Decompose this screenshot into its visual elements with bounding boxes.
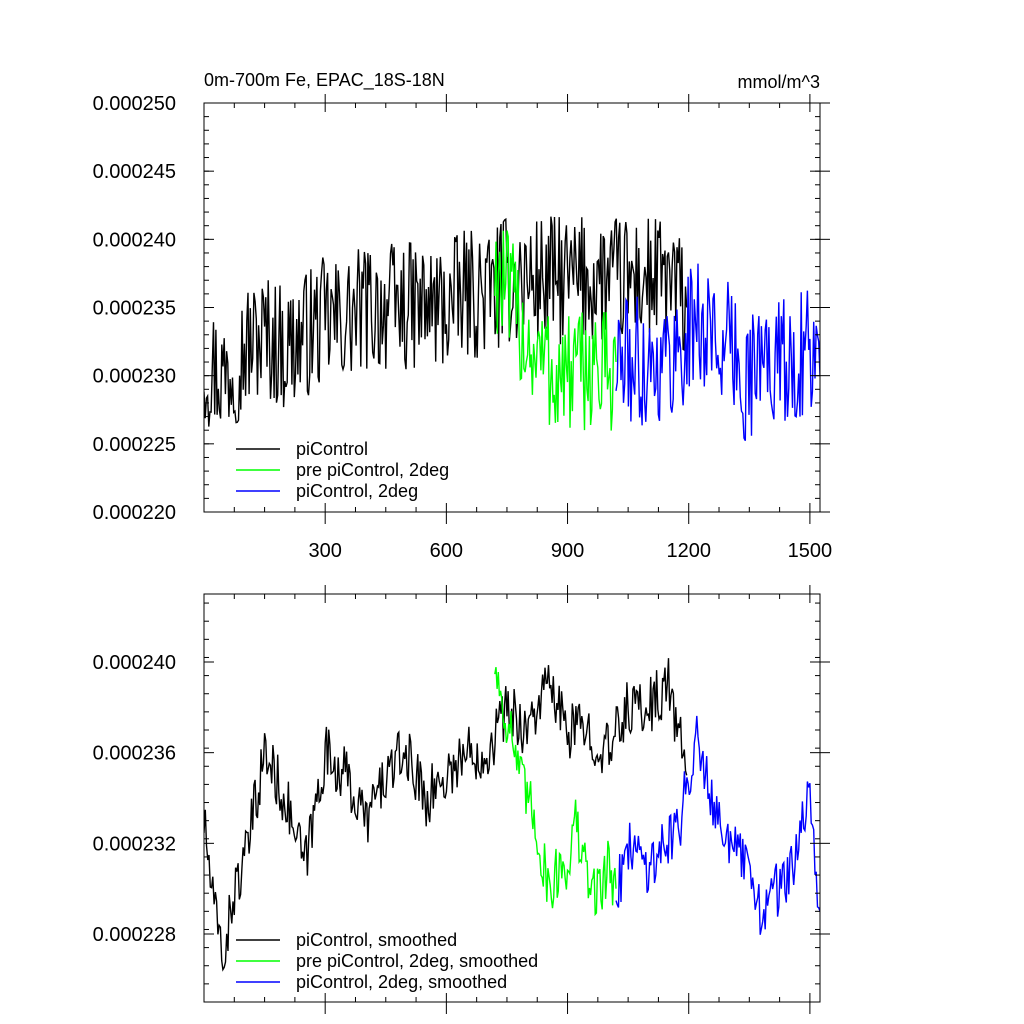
series-line-2	[615, 263, 820, 442]
y-tick-label: 0.000240	[93, 652, 176, 674]
x-tick-label: 600	[430, 540, 463, 562]
series-line-2	[615, 715, 820, 935]
x-tick-label: 900	[551, 540, 584, 562]
x-tick-label: 1200	[666, 540, 711, 562]
units-label: mmol/m^3	[738, 72, 820, 92]
y-tick-label: 0.000236	[93, 743, 176, 765]
chart-title: 0m-700m Fe, EPAC_18S-18N	[204, 70, 445, 91]
series-group	[204, 658, 820, 972]
legend-label: piControl, 2deg, smoothed	[296, 972, 507, 992]
axes: 300 600 900 1200 1500 0.000220 0.000225 0.00023…	[93, 93, 833, 562]
y-tick-label: 0.000235	[93, 298, 176, 320]
x-tick-label: 1500	[788, 540, 833, 562]
series-line-1	[494, 666, 617, 917]
series-group	[204, 216, 820, 442]
panel-bottom: 0.000228 0.000232 0.000236 0.000240 piContr…	[93, 585, 830, 1014]
series-line-0	[204, 216, 688, 427]
y-tick-label: 0.000232	[93, 833, 176, 855]
plot-frame	[203, 593, 821, 1003]
legend-label: pre piControl, 2deg, smoothed	[296, 951, 538, 971]
legend-label: pre piControl, 2deg	[296, 460, 449, 480]
legend-label: piControl, 2deg	[296, 481, 418, 501]
y-tick-label: 0.000250	[93, 93, 176, 115]
axes: 0.000228 0.000232 0.000236 0.000240	[93, 585, 830, 1014]
legend-label: piControl	[296, 439, 368, 459]
series-line-1	[494, 230, 617, 431]
panel-top: 0m-700m Fe, EPAC_18S-18N mmol/m^3 300 600…	[93, 70, 833, 562]
y-tick-label: 0.000240	[93, 229, 176, 251]
series-line-0	[204, 658, 688, 972]
y-tick-label: 0.000230	[93, 366, 176, 388]
legend-label: piControl, smoothed	[296, 930, 457, 950]
x-tick-label: 300	[308, 540, 341, 562]
y-tick-label: 0.000228	[93, 924, 176, 946]
y-tick-label: 0.000220	[93, 502, 176, 524]
y-tick-label: 0.000225	[93, 434, 176, 456]
y-tick-label: 0.000245	[93, 161, 176, 183]
